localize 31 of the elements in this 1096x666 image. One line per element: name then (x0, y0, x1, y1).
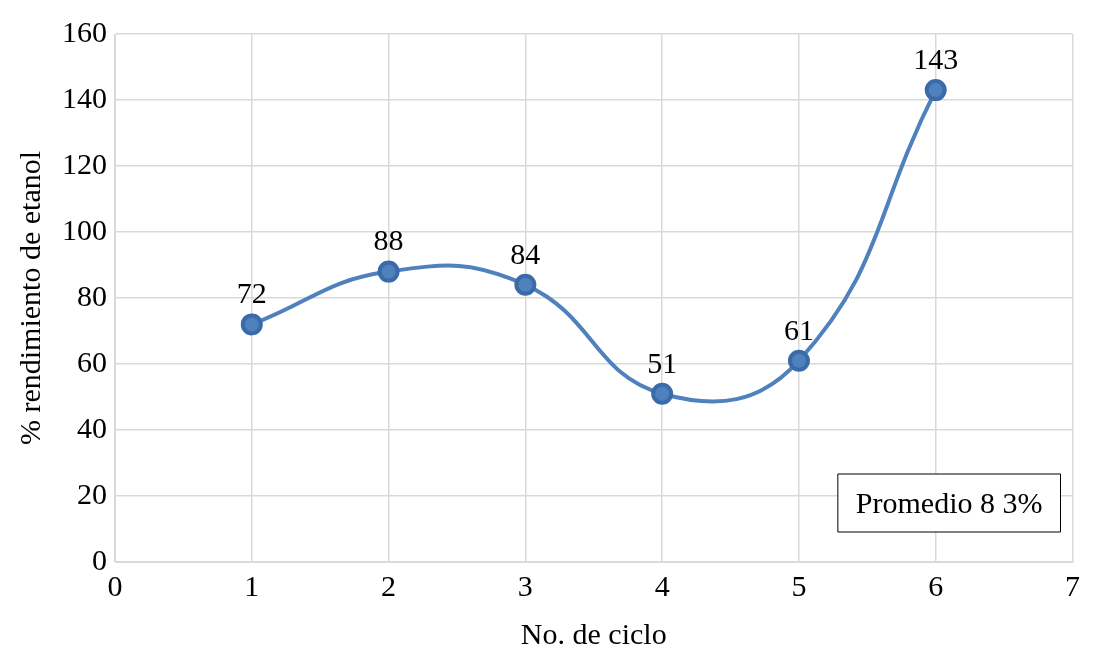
point (924, 79, 947, 102)
x-tick-label: 5 (791, 568, 807, 602)
point (514, 273, 537, 296)
point (787, 349, 810, 372)
y-tick-label: 120 (62, 146, 107, 180)
x-tick-label: 7 (1065, 568, 1080, 602)
y-tick-label: 160 (62, 14, 107, 48)
data-label: 84 (510, 236, 541, 270)
data-label: 61 (783, 312, 814, 346)
annotation: Promedio 8 3% (855, 485, 1043, 519)
y-tick-label: 40 (77, 410, 107, 444)
y-tick-label: 100 (62, 212, 107, 246)
x-tick-label: 2 (381, 568, 397, 602)
x-axis-title: No. de ciclo (520, 616, 667, 650)
x-tick-label: 3 (517, 568, 533, 602)
data-label: 143 (913, 41, 959, 75)
x-tick-label: 1 (244, 568, 260, 602)
x-tick-label: 6 (928, 568, 944, 602)
point (377, 260, 400, 283)
y-tick-label: 80 (77, 278, 107, 312)
x-tick-label: 4 (654, 568, 670, 602)
y-tick-label: 60 (77, 344, 107, 378)
data-label: 88 (373, 223, 404, 257)
y-tick-label: 0 (92, 542, 107, 576)
y-tick-label: 20 (77, 476, 107, 510)
point (651, 382, 674, 405)
data-label: 72 (236, 276, 267, 310)
point (240, 313, 263, 336)
y-axis-title: % rendimiento de etanol (12, 150, 46, 446)
y-tick-label: 140 (62, 80, 107, 114)
data-label: 51 (647, 345, 678, 379)
